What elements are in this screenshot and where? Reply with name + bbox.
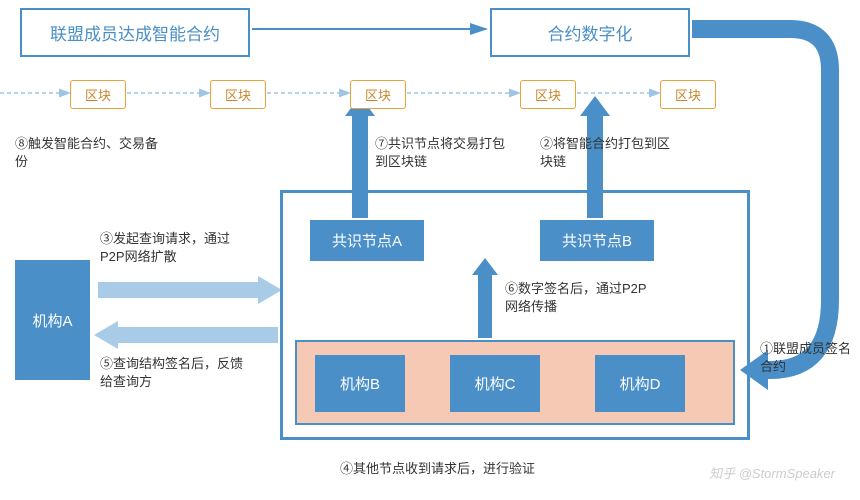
org-b: 机构B: [315, 355, 405, 412]
org-c: 机构C: [450, 355, 540, 412]
top-box-left: 联盟成员达成智能合约: [20, 8, 250, 57]
org-d: 机构D: [595, 355, 685, 412]
block-2: 区块: [350, 80, 406, 109]
label-7: ⑦共识节点将交易打包到区块链: [375, 135, 515, 171]
label-3: ③发起查询请求，通过P2P网络扩散: [100, 230, 250, 266]
label-8: ⑧触发智能合约、交易备份: [15, 135, 165, 171]
block-1: 区块: [210, 80, 266, 109]
label-4: ④其他节点收到请求后，进行验证: [340, 460, 600, 478]
block-4: 区块: [660, 80, 716, 109]
block-3: 区块: [520, 80, 576, 109]
watermark: 知乎 @StormSpeaker: [709, 463, 835, 482]
org-a: 机构A: [15, 260, 90, 380]
consensus-node-b: 共识节点B: [540, 220, 654, 261]
label-2: ②将智能合约打包到区块链: [540, 135, 680, 171]
label-1: ①联盟成员签名合约: [760, 340, 855, 376]
label-6: ⑥数字签名后，通过P2P网络传播: [505, 280, 655, 316]
block-0: 区块: [70, 80, 126, 109]
label-5: ⑤查询结构签名后，反馈给查询方: [100, 355, 250, 391]
top-box-right: 合约数字化: [490, 8, 690, 57]
consensus-node-a: 共识节点A: [310, 220, 424, 261]
